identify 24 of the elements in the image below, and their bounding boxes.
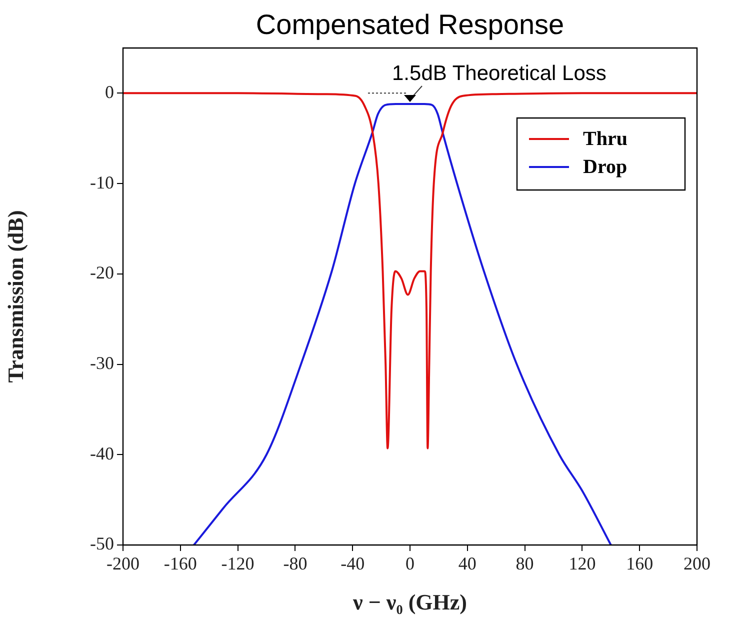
- x-tick-label: -200: [106, 554, 140, 574]
- x-tick-label: 160: [626, 554, 654, 574]
- x-tick-label: -80: [283, 554, 308, 574]
- x-axis-title: ν − ν₀ (GHz): [352, 589, 467, 614]
- y-tick-label: -20: [90, 262, 114, 283]
- y-tick-label: -50: [90, 534, 114, 554]
- line-series: [123, 92, 697, 450]
- x-tick-label: 40: [458, 554, 476, 574]
- legend-label: Drop: [583, 156, 628, 178]
- x-tick-label: -160: [164, 554, 197, 574]
- x-tick-label: -120: [221, 554, 254, 574]
- x-tick-label: 0: [406, 554, 414, 574]
- legend-label: Thru: [583, 128, 628, 150]
- y-tick-label: 0: [105, 82, 114, 102]
- y-tick-label: -10: [90, 172, 114, 192]
- x-tick-label: 200: [684, 554, 710, 574]
- chart-title: Compensated Response: [256, 9, 564, 40]
- x-tick-label: -40: [340, 554, 365, 574]
- annotation: 1.5dB Theoretical Loss: [392, 62, 606, 85]
- y-tick-label: -40: [90, 443, 114, 464]
- y-axis-title: Transmission (dB): [2, 210, 28, 383]
- y-tick-label: -30: [90, 353, 114, 374]
- x-tick-label: 120: [568, 554, 596, 574]
- x-tick-label: 80: [516, 554, 534, 574]
